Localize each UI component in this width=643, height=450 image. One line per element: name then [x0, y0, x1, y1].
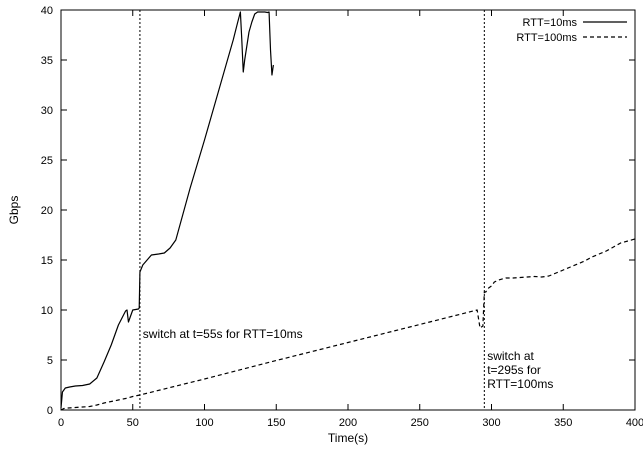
- legend-label: RTT=100ms: [516, 32, 577, 44]
- legend: RTT=10ms RTT=100ms: [516, 17, 627, 44]
- y-tick-label: 25: [41, 155, 53, 167]
- x-tick-label: 200: [339, 417, 357, 429]
- y-tick-label: 20: [41, 205, 53, 217]
- annotation-line: switch at: [487, 349, 534, 363]
- plot-border: [60, 9, 636, 411]
- x-tick-label: 100: [195, 417, 213, 429]
- switch-markers: [139, 10, 485, 410]
- y-tick-label: 30: [41, 105, 53, 117]
- x-axis-title: Time(s): [328, 431, 368, 445]
- y-tick-label: 15: [41, 255, 53, 267]
- series-lines: [60, 11, 636, 411]
- annotation-line: t=295s for: [487, 363, 541, 377]
- annotation-line: switch at t=55s for RTT=10ms: [143, 327, 303, 341]
- series-line-rtt-100ms: [60, 238, 636, 411]
- x-axis: 0 50 100 150 200 250 300 350 400: [58, 10, 643, 429]
- x-tick-label: 350: [554, 417, 572, 429]
- x-tick-label: 50: [127, 417, 139, 429]
- y-tick-label: 5: [47, 355, 53, 367]
- annotations: switch at t=55s for RTT=10ms switch at t=2…: [143, 327, 554, 391]
- y-tick-label: 40: [41, 5, 53, 17]
- y-axis-title: Gbps: [7, 196, 21, 225]
- x-tick-label: 400: [626, 417, 643, 429]
- annotation: switch at t=295s for RTT=100ms: [487, 349, 553, 391]
- y-tick-label: 0: [47, 405, 53, 417]
- annotation-line: RTT=100ms: [487, 377, 553, 391]
- x-tick-label: 150: [267, 417, 285, 429]
- x-tick-label: 250: [411, 417, 429, 429]
- legend-label: RTT=10ms: [522, 17, 577, 29]
- x-tick-label: 0: [58, 417, 64, 429]
- y-tick-label: 10: [41, 305, 53, 317]
- series-line-rtt-10ms: [60, 11, 274, 409]
- y-axis: 0 5 10 15 20 25 30 35 40: [41, 5, 635, 417]
- x-tick-label: 300: [482, 417, 500, 429]
- y-tick-label: 35: [41, 55, 53, 67]
- annotation: switch at t=55s for RTT=10ms: [143, 327, 303, 341]
- plot-frame: [60, 9, 636, 411]
